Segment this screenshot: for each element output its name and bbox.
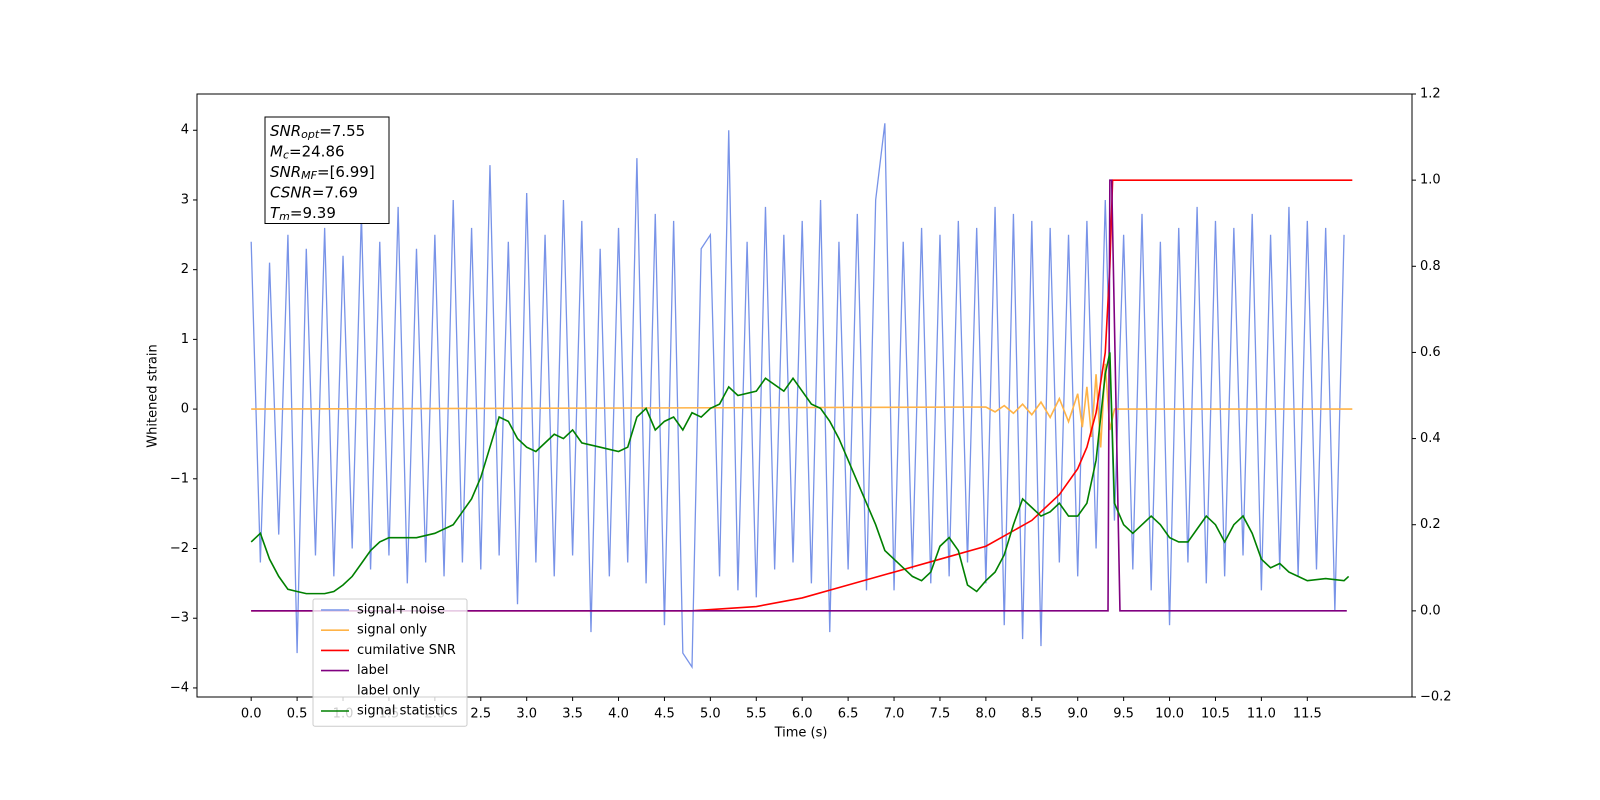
x-tick-label: 5.5	[746, 707, 767, 722]
x-tick-label: 11.5	[1293, 707, 1322, 722]
legend-box	[312, 598, 468, 727]
x-tick-label: 9.5	[1113, 707, 1134, 722]
x-tick-label: 8.0	[976, 707, 997, 722]
annotation-line: CSNR=7.69	[270, 183, 358, 201]
y2-tick-label: 0.6	[1420, 345, 1441, 360]
x-tick-label: 3.0	[516, 707, 537, 722]
y2-tick-label: 1.0	[1420, 173, 1441, 188]
y2-tick-label: 0.4	[1420, 431, 1441, 446]
y-tick-label: −3	[170, 611, 189, 626]
y-tick-label: 4	[181, 123, 189, 138]
legend-label: signal+ noise	[357, 603, 445, 618]
y2-tick-label: 1.2	[1420, 87, 1441, 102]
series-line	[250, 352, 1350, 595]
annotation-sub: c	[283, 149, 289, 162]
annotation-line: SNRMF=[6.99]	[270, 163, 375, 183]
x-tick-label: 7.5	[930, 707, 951, 722]
annotation-sub: m	[279, 210, 290, 223]
annotation-rest: =9.39	[290, 204, 336, 222]
y-tick-label: −1	[170, 471, 189, 486]
annotation-line: Tm=9.39	[270, 204, 336, 224]
annotation-box	[264, 116, 390, 224]
series-line	[251, 179, 1347, 612]
legend-label: cumilative SNR	[357, 643, 456, 658]
legend-label: label only	[357, 683, 420, 698]
series-line	[250, 123, 1345, 670]
y-tick-label: −4	[170, 680, 189, 695]
x-tick-label: 7.0	[884, 707, 905, 722]
y2-tick-label: 0.2	[1420, 517, 1441, 532]
x-tick-label: 6.5	[838, 707, 859, 722]
x-tick-label: 5.0	[700, 707, 721, 722]
annotation-rest: =7.69	[312, 183, 358, 201]
annotation-base: SNR	[270, 122, 301, 140]
annotation-rest: =[6.99]	[317, 163, 375, 181]
x-tick-label: 6.0	[792, 707, 813, 722]
y-tick-label: 2	[181, 262, 189, 277]
annotation-sub: opt	[301, 128, 320, 141]
x-tick-label: 11.0	[1247, 707, 1276, 722]
x-tick-label: 3.5	[562, 707, 583, 722]
y-axis-label: Whitened strain	[146, 344, 161, 447]
x-tick-label: 2.5	[470, 707, 491, 722]
x-tick-label: 10.5	[1201, 707, 1230, 722]
x-tick-label: 9.0	[1067, 707, 1088, 722]
series-line	[251, 363, 1353, 448]
x-tick-label: 4.0	[608, 707, 629, 722]
y-tick-label: 0	[181, 402, 189, 417]
legend-label: signal statistics	[357, 704, 458, 719]
annotation-base: T	[270, 204, 281, 222]
x-tick-label: 10.0	[1155, 707, 1184, 722]
legend-label: label	[357, 663, 388, 678]
y-tick-label: 1	[181, 332, 189, 347]
x-tick-label: 4.5	[654, 707, 675, 722]
legend-label: signal only	[357, 623, 427, 638]
annotation-line: SNRopt=7.55	[270, 122, 365, 142]
y-tick-label: 3	[181, 192, 189, 207]
annotation-base: SNR	[270, 163, 301, 181]
annotation-base: CSNR	[270, 183, 312, 201]
annotation-rest: =24.86	[289, 142, 345, 160]
y-tick-label: −2	[170, 541, 189, 556]
x-axis-label: Time (s)	[774, 726, 828, 741]
y2-tick-label: 0.8	[1420, 259, 1441, 274]
annotation-base: M	[270, 142, 283, 160]
y2-tick-label: 0.0	[1420, 603, 1441, 618]
y2-tick-label: −0.2	[1420, 690, 1452, 705]
axes-frame	[196, 93, 1413, 698]
annotation-sub: MF	[301, 169, 317, 182]
x-tick-label: 0.5	[287, 707, 308, 722]
x-tick-label: 8.5	[1021, 707, 1042, 722]
annotation-rest: =7.55	[319, 122, 365, 140]
x-tick-label: 0.0	[241, 707, 262, 722]
annotation-line: Mc=24.86	[270, 142, 345, 162]
series-line	[251, 179, 1353, 612]
